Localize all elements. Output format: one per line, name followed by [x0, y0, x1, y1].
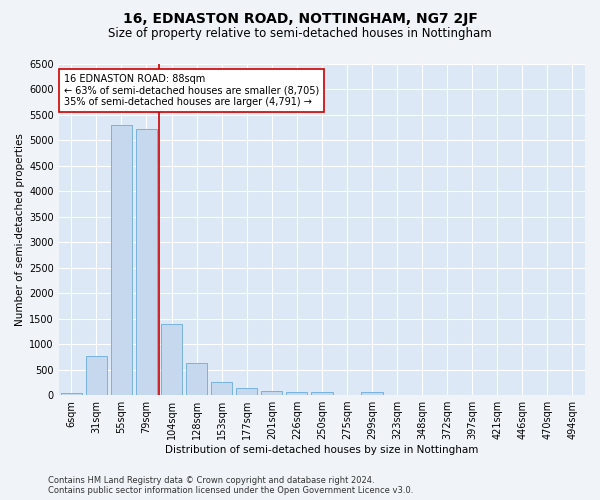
Bar [286, 392, 307, 395]
Bar [261, 391, 283, 395]
Bar [361, 392, 383, 395]
Text: 16, EDNASTON ROAD, NOTTINGHAM, NG7 2JF: 16, EDNASTON ROAD, NOTTINGHAM, NG7 2JF [122, 12, 478, 26]
Bar [186, 362, 207, 395]
Bar [86, 356, 107, 395]
Bar [111, 125, 132, 395]
Text: Size of property relative to semi-detached houses in Nottingham: Size of property relative to semi-detach… [108, 28, 492, 40]
Y-axis label: Number of semi-detached properties: Number of semi-detached properties [15, 133, 25, 326]
Bar [311, 392, 332, 395]
Bar [136, 129, 157, 395]
Text: Contains HM Land Registry data © Crown copyright and database right 2024.
Contai: Contains HM Land Registry data © Crown c… [48, 476, 413, 495]
Bar [161, 324, 182, 395]
X-axis label: Distribution of semi-detached houses by size in Nottingham: Distribution of semi-detached houses by … [165, 445, 479, 455]
Bar [61, 392, 82, 395]
Bar [236, 388, 257, 395]
Bar [211, 382, 232, 395]
Text: 16 EDNASTON ROAD: 88sqm
← 63% of semi-detached houses are smaller (8,705)
35% of: 16 EDNASTON ROAD: 88sqm ← 63% of semi-de… [64, 74, 319, 107]
